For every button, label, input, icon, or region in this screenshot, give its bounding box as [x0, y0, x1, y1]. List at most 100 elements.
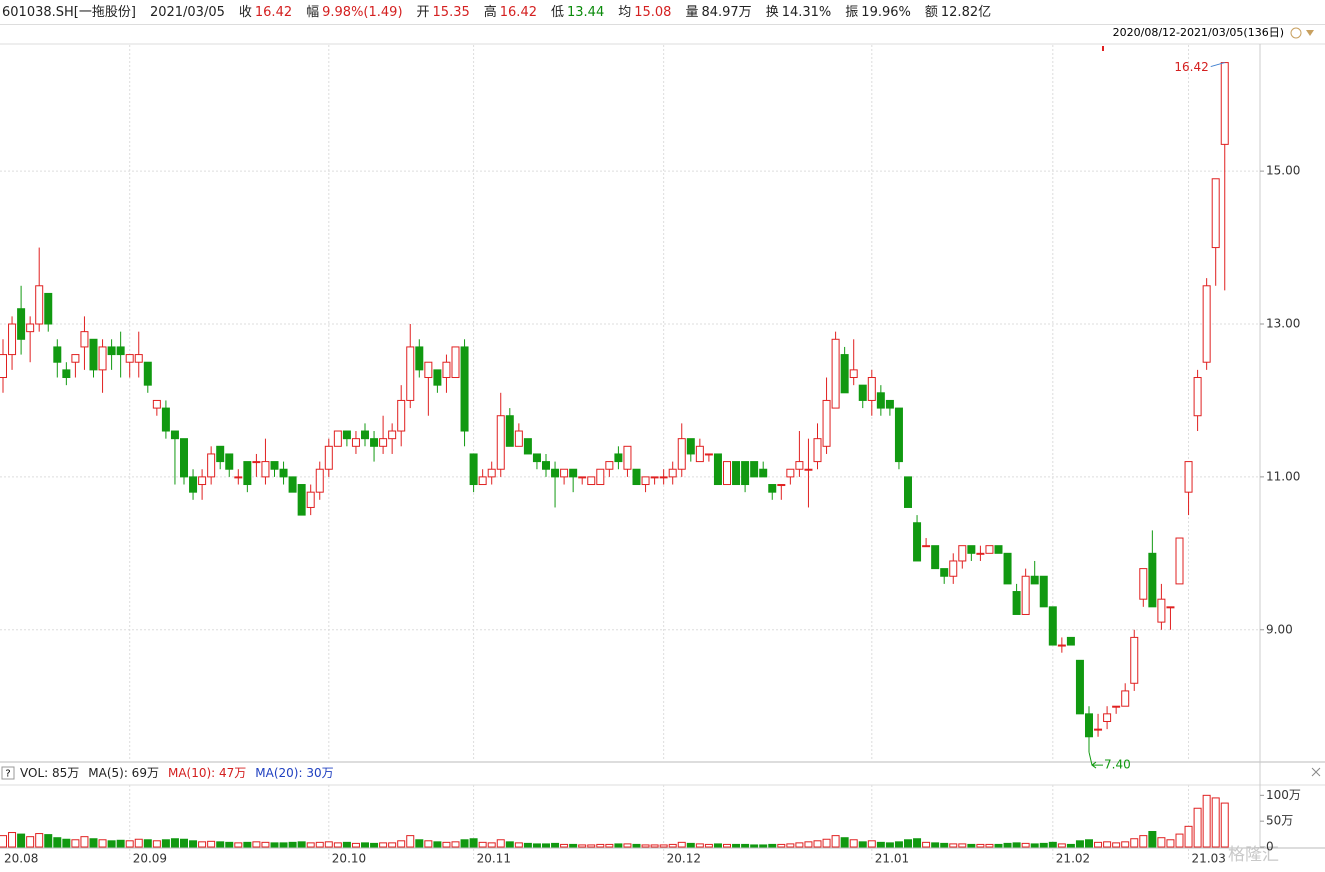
- candle-body: [62, 369, 71, 379]
- info-label: 601038.SH[一拖股份]: [2, 5, 136, 20]
- vol-legend-item: VOL: 85万: [20, 766, 79, 780]
- candle-body: [351, 438, 360, 447]
- candle-body: [333, 430, 342, 447]
- candle-body: [777, 484, 786, 487]
- volume-bar: [1012, 842, 1021, 848]
- volume-bar: [0, 835, 7, 848]
- volume-bar: [813, 840, 822, 848]
- vol-tick-label: 0: [1266, 840, 1274, 854]
- volume-bar: [288, 841, 297, 848]
- info-value: 15.08: [634, 5, 672, 20]
- candle-body: [1048, 606, 1057, 646]
- help-icon[interactable]: [1, 766, 15, 780]
- volume-bar: [189, 840, 198, 848]
- marker: [1102, 46, 1104, 51]
- candle-body: [677, 438, 686, 470]
- settings-icon[interactable]: [1290, 27, 1302, 39]
- volume-bar: [985, 843, 994, 848]
- candle-body: [26, 323, 35, 333]
- dropdown-icon[interactable]: [1306, 30, 1314, 36]
- volume-bar: [44, 834, 53, 848]
- volume-bar: [795, 842, 804, 848]
- volume-bar: [750, 844, 759, 848]
- candle-body: [442, 361, 451, 379]
- candle-body: [1057, 644, 1066, 647]
- volume-bar: [35, 833, 44, 848]
- candle-body: [8, 323, 17, 356]
- volume-bar: [514, 842, 523, 848]
- candle-body: [795, 461, 804, 470]
- info-value: 19.96%: [861, 5, 911, 20]
- info-item: 均 15.08: [618, 0, 671, 24]
- volume-bar: [243, 841, 252, 848]
- candle-body: [478, 476, 487, 486]
- volume-bar: [732, 843, 741, 848]
- volume-bar: [913, 838, 922, 848]
- volume-bar: [333, 842, 342, 848]
- volume-bar: [723, 843, 731, 848]
- volume-bar: [351, 842, 360, 848]
- volume-bar: [1148, 831, 1157, 848]
- candle-body: [170, 430, 179, 440]
- volume-bar: [297, 841, 306, 848]
- candle-body: [487, 468, 496, 478]
- info-label: 均: [618, 5, 632, 20]
- volume-bar: [1121, 841, 1130, 848]
- info-value: 13.44: [567, 5, 605, 20]
- volume-bar: [650, 844, 659, 848]
- candle-body: [35, 285, 44, 325]
- volume-bar: [677, 841, 686, 848]
- candle-body: [116, 346, 125, 356]
- candle-body: [288, 476, 297, 493]
- info-item: 幅 9.98%(1.49): [306, 0, 402, 24]
- volume-bar: [406, 835, 415, 848]
- candle-body: [1039, 575, 1048, 608]
- volume-bar: [161, 839, 170, 848]
- info-label: 幅: [306, 5, 320, 20]
- info-bar: 601038.SH[一拖股份] 2021/03/05 收 16.42 幅 9.98%(1.…: [0, 0, 1325, 25]
- candle-body: [460, 346, 469, 432]
- volume-bar: [1048, 841, 1057, 848]
- info-item: 2021/03/05: [150, 0, 225, 24]
- help-icon-text: ?: [5, 769, 10, 780]
- volume-bar: [741, 843, 750, 848]
- volume-bar: [134, 838, 143, 848]
- candle-body: [976, 552, 985, 555]
- info-item: 额 12.82亿: [925, 0, 991, 24]
- candle-body: [723, 461, 731, 486]
- candle-body: [940, 568, 949, 577]
- info-label: 2021/03/05: [149, 5, 225, 20]
- volume-bar: [1193, 807, 1202, 848]
- volume-bar: [324, 841, 333, 848]
- annotation-arrow: [1088, 751, 1103, 769]
- candle-body: [913, 522, 922, 562]
- x-tick-label: 20.11: [477, 852, 511, 866]
- candle-body: [695, 445, 704, 463]
- volume-bar: [397, 840, 406, 848]
- candle-body: [505, 415, 514, 447]
- volume-bar: [768, 843, 777, 848]
- candle-body: [306, 491, 315, 508]
- volume-bar: [695, 843, 704, 848]
- candle-body: [243, 461, 252, 486]
- info-label: 高: [483, 5, 497, 20]
- x-tick-label: 20.10: [332, 852, 366, 866]
- volume-bar: [1211, 797, 1220, 848]
- volume-bar: [17, 833, 26, 848]
- close-icon[interactable]: [1311, 767, 1321, 777]
- candle-body: [1121, 690, 1130, 707]
- volume-bar: [1103, 841, 1112, 848]
- info-item: 振 19.96%: [845, 0, 911, 24]
- info-item: 高 16.42: [484, 0, 537, 24]
- volume-bar: [949, 843, 958, 848]
- candle-body: [894, 407, 903, 463]
- volume-bar: [1202, 794, 1211, 848]
- volume-bar: [180, 838, 188, 848]
- info-value: 84.97万: [701, 5, 752, 20]
- info-item: 量 84.97万: [685, 0, 751, 24]
- info-label: 量: [685, 5, 699, 20]
- volume-bar: [89, 838, 98, 848]
- candle-body: [867, 377, 876, 401]
- candle-body: [496, 415, 505, 470]
- candle-body: [985, 545, 994, 554]
